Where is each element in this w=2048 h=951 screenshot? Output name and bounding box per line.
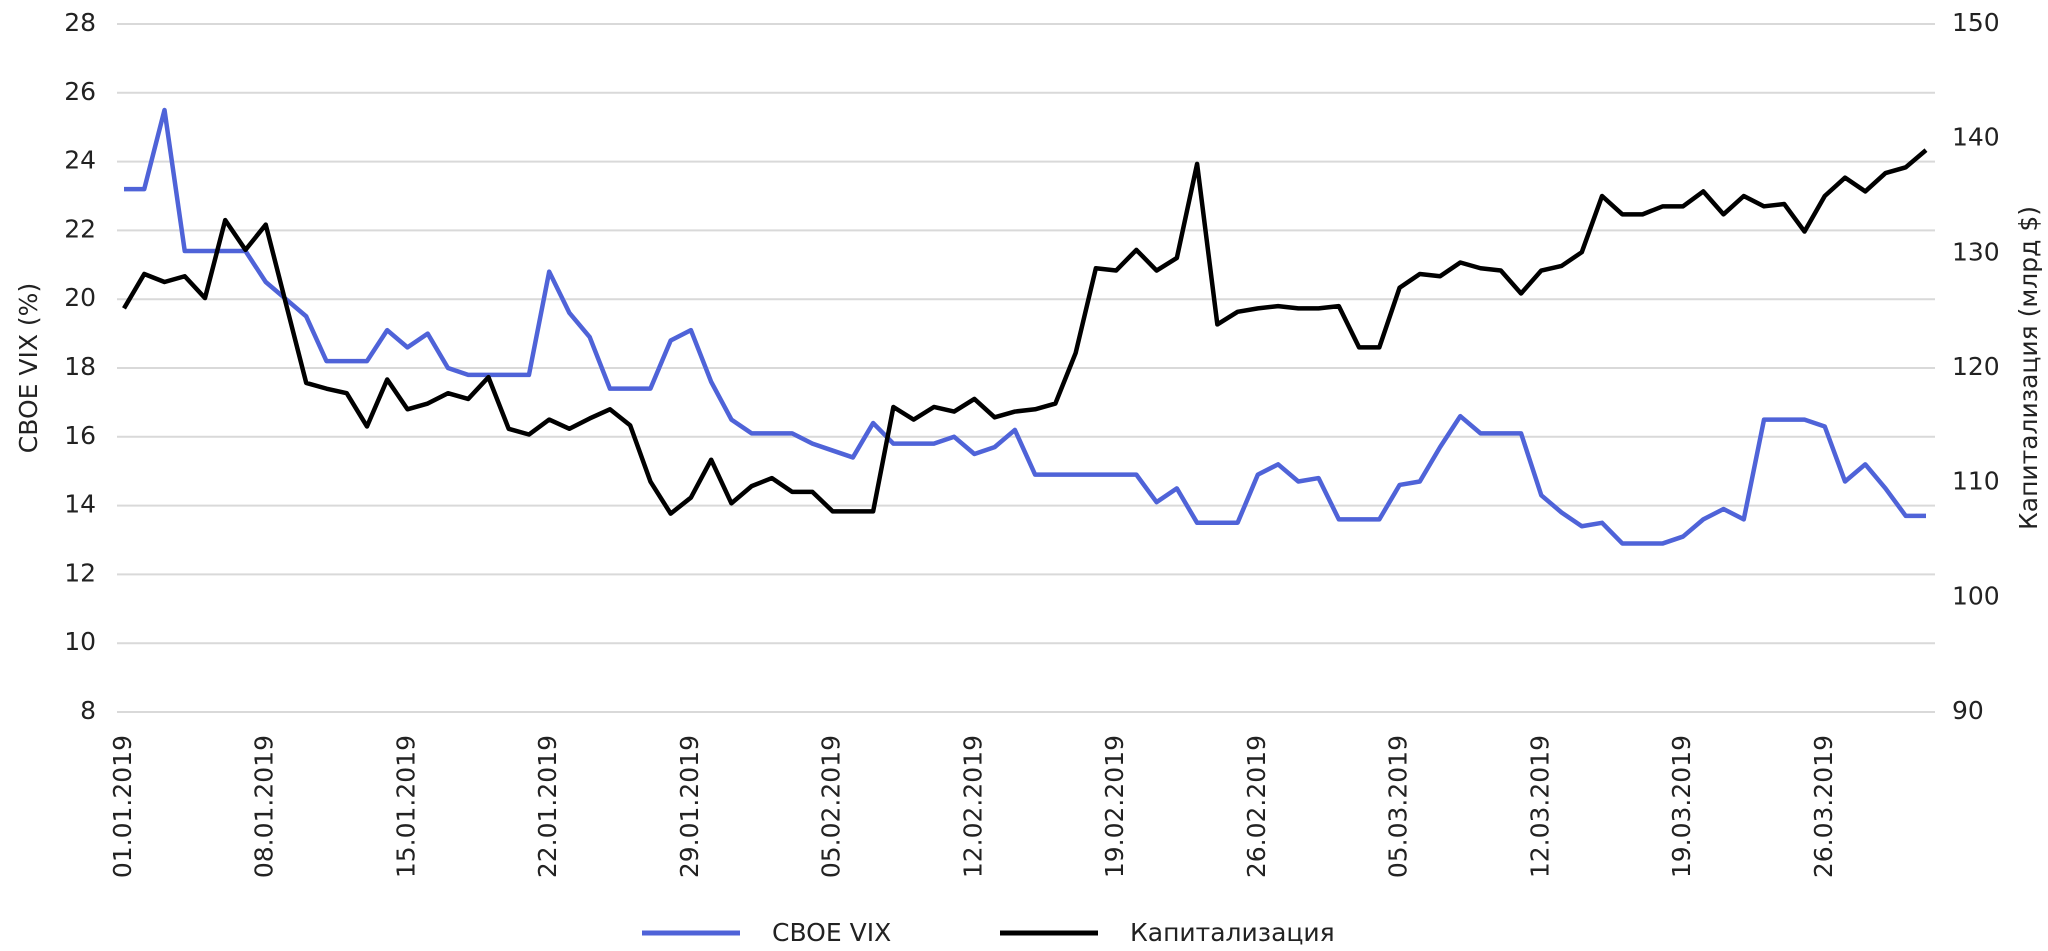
series-line — [124, 107, 1926, 546]
y-tick-label: 10 — [64, 627, 96, 656]
x-tick-label: 26.02.2019 — [1242, 735, 1271, 878]
y-tick-label: 28 — [64, 8, 96, 37]
x-tick-label: 26.03.2019 — [1809, 735, 1838, 878]
y-tick-label: 26 — [64, 77, 96, 106]
legend-label: CBOE VIX — [772, 918, 891, 947]
x-tick-label: 29.01.2019 — [675, 735, 704, 878]
y2-tick-label: 120 — [1952, 352, 2000, 381]
y-tick-label: 20 — [64, 283, 96, 312]
x-tick-label: 12.03.2019 — [1525, 735, 1554, 878]
legend-label: Капитализация — [1130, 918, 1335, 947]
y-tick-label: 12 — [64, 558, 96, 587]
x-tick-label: 01.01.2019 — [108, 735, 137, 878]
y2-tick-label: 110 — [1952, 467, 2000, 496]
y-axis-label: CBOE VIX (%) — [14, 283, 43, 453]
y2-tick-label: 130 — [1952, 237, 2000, 266]
x-tick-label: 05.03.2019 — [1384, 735, 1413, 878]
x-tick-label: 12.02.2019 — [958, 735, 987, 878]
y2-tick-label: 90 — [1952, 696, 1984, 725]
x-tick-label: 15.01.2019 — [391, 735, 420, 878]
series-line — [122, 148, 1928, 516]
y-tick-label: 22 — [64, 214, 96, 243]
y-tick-label: 16 — [64, 421, 96, 450]
y2-axis-label: Капитализация (млрд $) — [2014, 206, 2043, 530]
y2-tick-label: 150 — [1952, 8, 2000, 37]
y-tick-label: 24 — [64, 146, 96, 175]
x-tick-label: 05.02.2019 — [817, 735, 846, 878]
y2-tick-label: 100 — [1952, 581, 2000, 610]
x-tick-label: 19.03.2019 — [1667, 735, 1696, 878]
y-tick-label: 8 — [80, 696, 96, 725]
x-tick-label: 22.01.2019 — [533, 735, 562, 878]
x-tick-label: 19.02.2019 — [1100, 735, 1129, 878]
y-tick-label: 18 — [64, 352, 96, 381]
x-tick-label: 08.01.2019 — [250, 735, 279, 878]
y2-tick-label: 140 — [1952, 123, 2000, 152]
y-tick-label: 14 — [64, 490, 96, 519]
